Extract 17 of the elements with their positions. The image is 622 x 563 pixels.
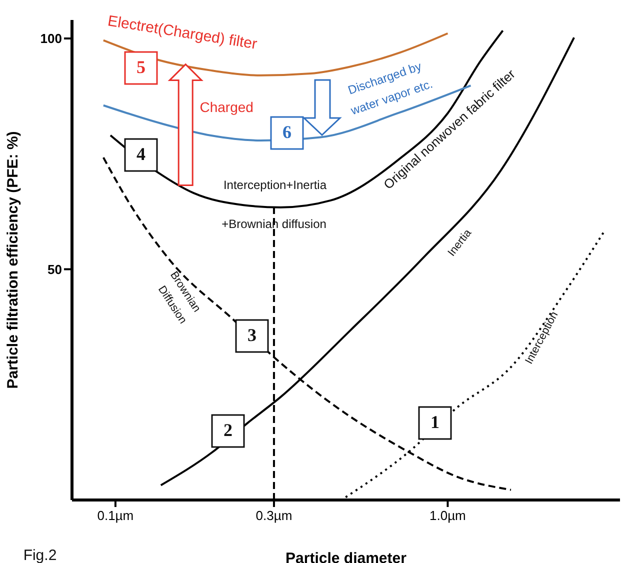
annotation: 2 xyxy=(224,420,232,440)
annotation: +Brownian diffusion xyxy=(222,217,326,232)
y-tick-label: 50 xyxy=(48,262,62,277)
annotation: 5 xyxy=(136,57,146,78)
annotation: Charged xyxy=(200,99,254,116)
annotation: 1 xyxy=(430,412,440,432)
y-tick-label: 100 xyxy=(40,31,62,46)
caption: Fig.2 xyxy=(23,546,57,563)
x-tick-label: 0.1µm xyxy=(97,508,134,524)
y-axis-title: Particle filtration efficiency (PFE: %) xyxy=(4,131,22,389)
annotation: 4 xyxy=(136,144,146,164)
annotation: 6 xyxy=(282,122,292,142)
annotation: 3 xyxy=(248,325,256,346)
x-tick-label: 0.3µm xyxy=(256,508,292,524)
x-tick-label: 1.0µm xyxy=(430,508,466,524)
x-axis-title: Particle diameter xyxy=(286,550,407,563)
annotation: Interception+Inertia xyxy=(223,178,327,192)
